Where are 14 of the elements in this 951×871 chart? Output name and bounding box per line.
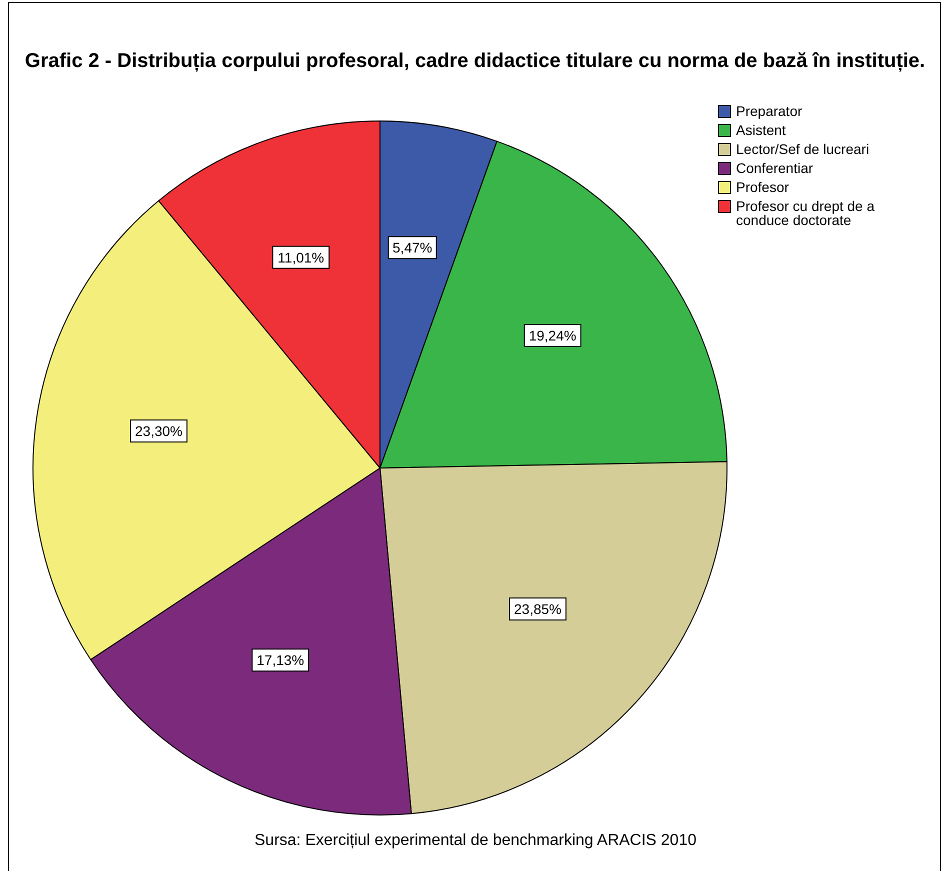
data-label: 19,24% <box>528 328 576 344</box>
legend-label: Profesor <box>736 179 789 195</box>
legend-label: Conferentiar <box>736 160 814 176</box>
data-label: 5,47% <box>392 240 432 256</box>
legend-label: Preparator <box>736 103 802 119</box>
data-label: 11,01% <box>278 249 324 266</box>
data-label: 17,13% <box>256 652 304 668</box>
legend-label: Lector/Sef de lucreari <box>736 141 870 157</box>
chart-title: Grafic 2 - Distribuția corpului profesoral, cadre didactice titulare cu norma de bază în instituție. <box>24 49 926 74</box>
legend-label: Profesor cu drept de a conduce doctorate <box>736 198 876 228</box>
text: Sursa: Exercițiul experimental de benchmarking ARACIS 2010 <box>254 832 698 850</box>
data-label: 23,85% <box>514 600 562 617</box>
legend-label: Asistent <box>736 122 786 138</box>
data-label: 23,30% <box>135 422 182 439</box>
